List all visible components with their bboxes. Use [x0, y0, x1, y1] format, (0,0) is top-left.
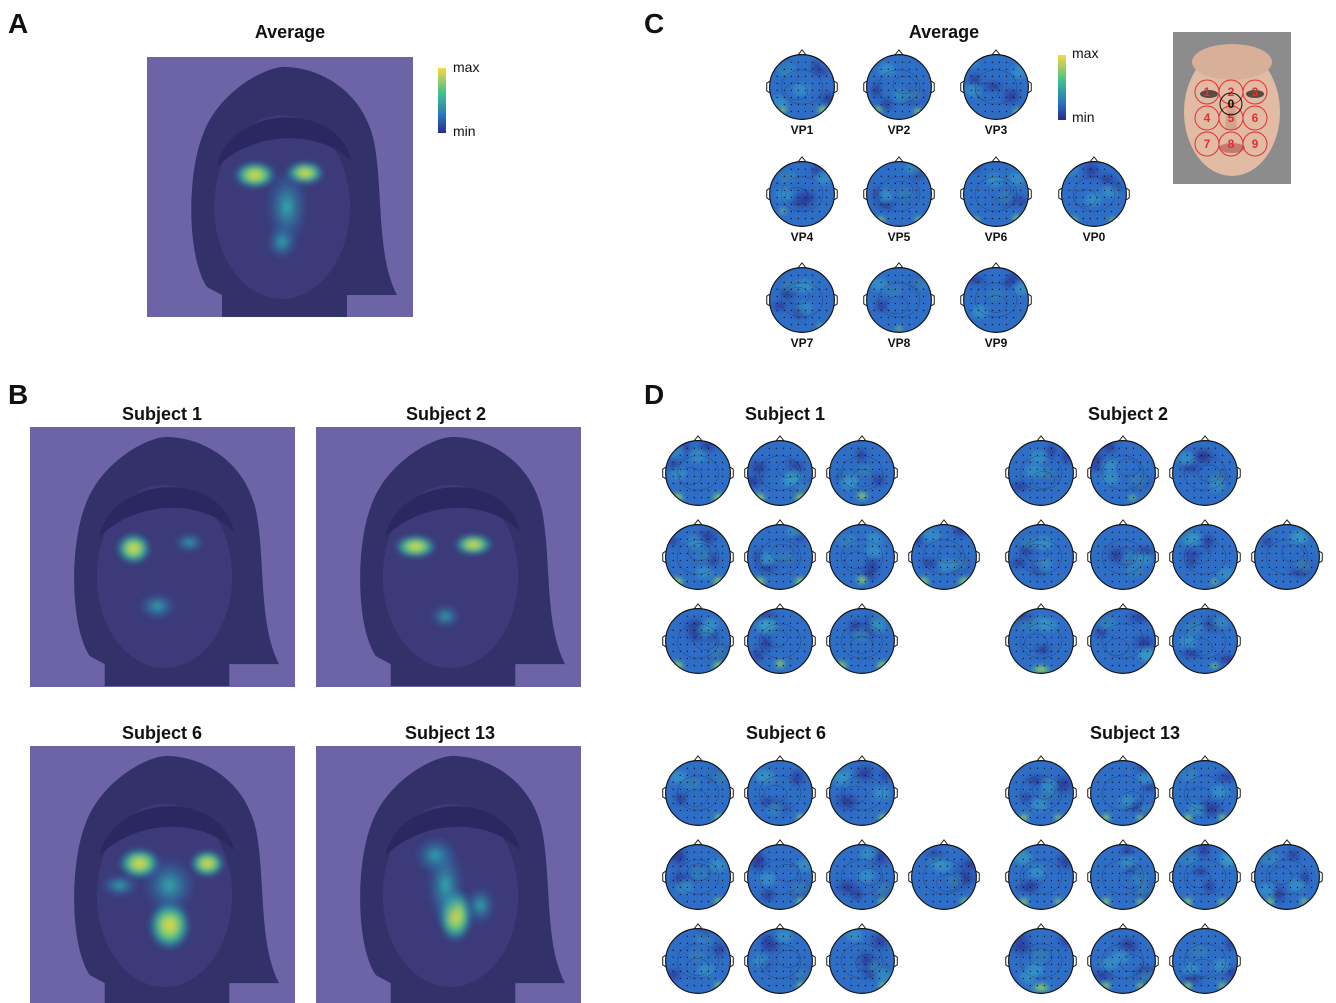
colorbar-a-max: max: [453, 59, 480, 75]
panel-c-title: Average: [908, 22, 980, 42]
colorbar-a-min: min: [453, 123, 476, 139]
topomap-subject-2-9: [1083, 601, 1163, 681]
topomap-subject-1-8: [658, 601, 738, 681]
colorbar-a: [438, 68, 448, 133]
panel-label-c: C: [644, 8, 665, 39]
topomap-label-vp8: VP8: [887, 336, 911, 350]
panel-label-d: D: [644, 379, 665, 410]
topomap-subject-1-10: [822, 601, 902, 681]
panel-b-subject-2-title: Subject 2: [405, 404, 487, 424]
svg-text:8: 8: [1228, 137, 1235, 151]
topomap-subject-1-5: [740, 517, 820, 597]
topomap-subject-1-1: [658, 433, 738, 513]
topomap-label-vp7: VP7: [790, 336, 814, 350]
topomap-vp6: [956, 154, 1036, 234]
topomap-label-vp4: VP4: [790, 230, 814, 244]
topomap-subject-6-9: [740, 921, 820, 1001]
topomap-subject-1-3: [822, 433, 902, 513]
topomap-subject-2-7: [1247, 517, 1327, 597]
topomap-subject-6-2: [740, 753, 820, 833]
topomap-label-vp6: VP6: [984, 230, 1008, 244]
topomap-vp7: [762, 260, 842, 340]
topomap-subject-2-4: [1001, 517, 1081, 597]
panel-label-b: B: [8, 379, 29, 410]
topomap-subject-2-5: [1083, 517, 1163, 597]
panel-label-a: A: [8, 8, 29, 39]
topomap-vp5: [859, 154, 939, 234]
topomap-subject-1-6: [822, 517, 902, 597]
topomap-subject-13-8: [1001, 921, 1081, 1001]
panel-d-subject-6-title: Subject 6: [745, 723, 827, 743]
topomap-subject-13-3: [1165, 753, 1245, 833]
topomap-subject-13-6: [1165, 837, 1245, 917]
panel-b-subject-13-title: Subject 13: [404, 723, 496, 743]
topomap-label-vp3: VP3: [984, 123, 1008, 137]
topomap-label-vp5: VP5: [887, 230, 911, 244]
topomap-vp0: [1054, 154, 1134, 234]
topomap-vp8: [859, 260, 939, 340]
svg-text:6: 6: [1252, 111, 1259, 125]
topomap-subject-1-7: [904, 517, 984, 597]
subject-1-gaze-heatmap: [30, 427, 295, 687]
svg-text:4: 4: [1204, 111, 1211, 125]
topomap-subject-13-5: [1083, 837, 1163, 917]
subject-13-gaze-heatmap: [316, 746, 581, 1003]
subject-2-gaze-heatmap: [316, 427, 581, 687]
svg-text:7: 7: [1204, 137, 1211, 151]
panel-d-subject-13-title: Subject 13: [1089, 723, 1181, 743]
topomap-label-vp1: VP1: [790, 123, 814, 137]
topomap-subject-13-2: [1083, 753, 1163, 833]
topomap-subject-2-6: [1165, 517, 1245, 597]
panel-d-subject-1-title: Subject 1: [744, 404, 826, 424]
topomap-subject-1-4: [658, 517, 738, 597]
svg-text:3: 3: [1252, 85, 1259, 99]
topomap-subject-6-5: [740, 837, 820, 917]
topomap-vp4: [762, 154, 842, 234]
topomap-subject-2-3: [1165, 433, 1245, 513]
average-gaze-heatmap: [147, 57, 413, 317]
topomap-subject-2-10: [1165, 601, 1245, 681]
topomap-subject-6-3: [822, 753, 902, 833]
svg-text:5: 5: [1228, 111, 1235, 125]
topomap-vp1: [762, 47, 842, 127]
topomap-vp3: [956, 47, 1036, 127]
topomap-subject-13-4: [1001, 837, 1081, 917]
topomap-subject-13-7: [1247, 837, 1327, 917]
svg-text:0: 0: [1228, 97, 1235, 111]
topomap-subject-6-4: [658, 837, 738, 917]
topomap-subject-1-9: [740, 601, 820, 681]
topomap-vp9: [956, 260, 1036, 340]
colorbar-c: [1058, 55, 1068, 120]
topomap-subject-2-2: [1083, 433, 1163, 513]
panel-b-subject-6-title: Subject 6: [121, 723, 203, 743]
colorbar-c-min: min: [1072, 109, 1095, 125]
topomap-subject-13-1: [1001, 753, 1081, 833]
svg-text:2: 2: [1228, 85, 1235, 99]
subject-6-gaze-heatmap: [30, 746, 295, 1003]
topomap-subject-13-10: [1165, 921, 1245, 1001]
topomap-vp2: [859, 47, 939, 127]
topomap-subject-13-9: [1083, 921, 1163, 1001]
svg-text:1: 1: [1204, 85, 1211, 99]
topomap-subject-1-2: [740, 433, 820, 513]
topomap-subject-6-1: [658, 753, 738, 833]
topomap-label-vp9: VP9: [984, 336, 1008, 350]
topomap-subject-6-8: [658, 921, 738, 1001]
topomap-subject-6-10: [822, 921, 902, 1001]
topomap-subject-2-1: [1001, 433, 1081, 513]
face-fixation-grid: 1 2 3 4 5 6 7 8 9 0: [1173, 32, 1291, 184]
svg-text:9: 9: [1252, 137, 1259, 151]
colorbar-c-max: max: [1072, 45, 1099, 61]
topomap-label-vp0: VP0: [1082, 230, 1106, 244]
topomap-subject-6-7: [904, 837, 984, 917]
panel-d-subject-2-title: Subject 2: [1087, 404, 1169, 424]
topomap-subject-2-8: [1001, 601, 1081, 681]
panel-b-subject-1-title: Subject 1: [121, 404, 203, 424]
topomap-label-vp2: VP2: [887, 123, 911, 137]
topomap-subject-6-6: [822, 837, 902, 917]
panel-a-title: Average: [254, 22, 326, 42]
